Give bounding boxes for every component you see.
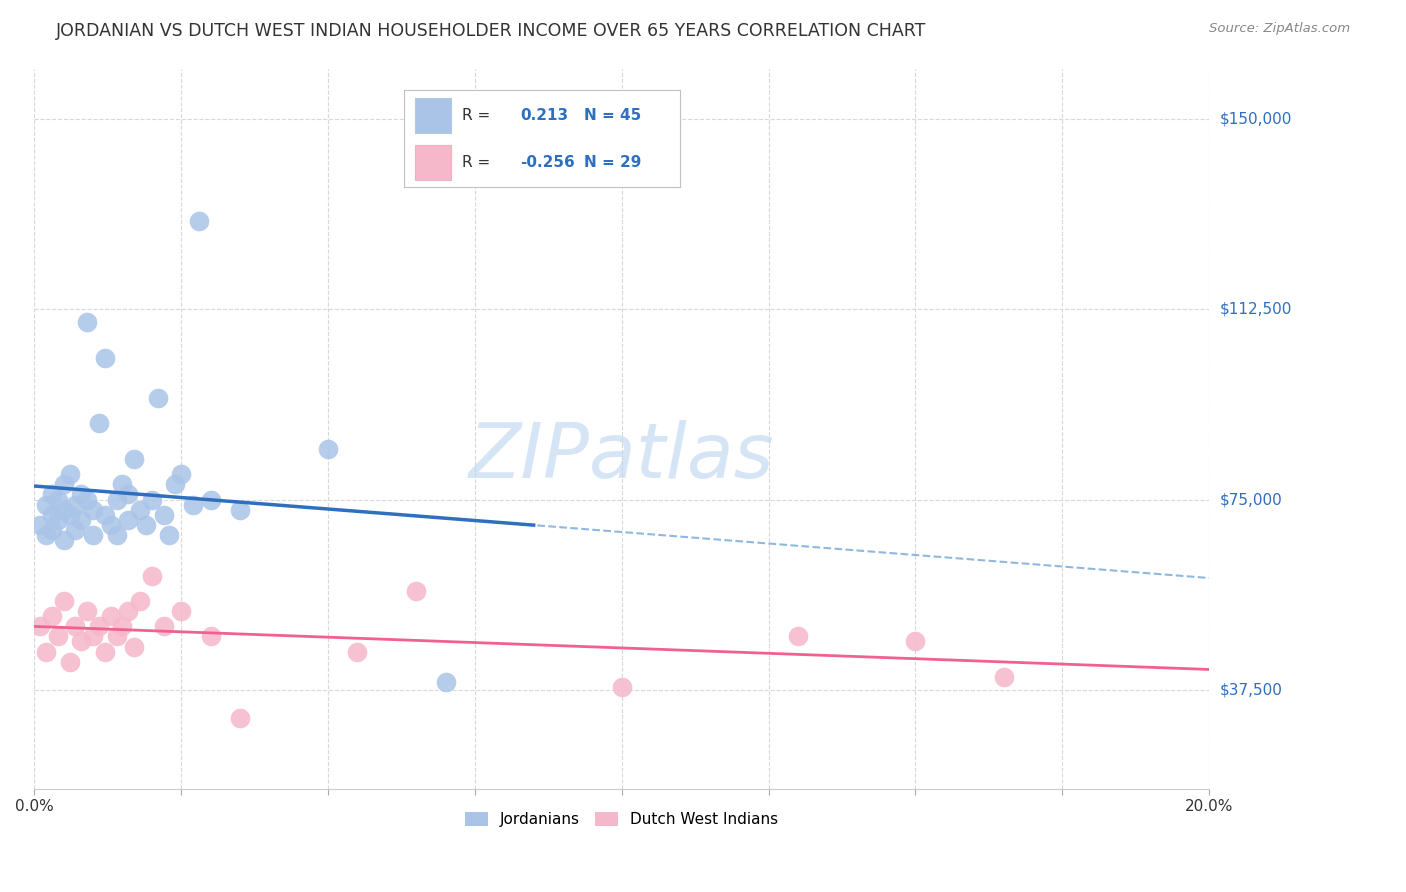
Point [52,477,75,491]
Point [229,710,252,724]
Point [111,619,134,633]
Point [181,498,204,512]
Point [41,487,63,501]
Point [141,568,163,582]
Point [41,523,63,537]
Text: $75,000: $75,000 [1220,492,1282,507]
Point [152,619,174,633]
Point [87,619,110,633]
Point [94,508,117,522]
Text: Source: ZipAtlas.com: Source: ZipAtlas.com [1209,22,1350,36]
Point [76,315,98,329]
Point [316,442,339,456]
Point [35,528,58,542]
Point [610,680,633,694]
Point [94,645,117,659]
Point [141,492,163,507]
Point [76,492,98,507]
Point [111,477,134,491]
Point [170,604,193,618]
Point [35,498,58,512]
Point [76,604,98,618]
Point [70,634,93,648]
Text: $37,500: $37,500 [1220,682,1284,698]
Point [405,583,427,598]
Point [105,629,128,643]
Point [82,629,104,643]
Point [70,513,93,527]
Point [30,619,52,633]
Point [993,670,1015,684]
Legend: Jordanians, Dutch West Indians: Jordanians, Dutch West Indians [457,805,786,835]
Point [41,609,63,624]
Point [229,502,252,516]
Point [346,645,368,659]
Point [105,528,128,542]
Point [46,629,69,643]
Point [35,645,58,659]
Point [70,487,93,501]
Point [787,629,810,643]
Point [187,213,209,227]
Point [117,487,139,501]
Point [82,528,104,542]
Point [904,634,927,648]
Point [87,417,110,431]
Point [52,594,75,608]
Point [65,498,87,512]
Point [52,533,75,547]
Point [200,629,222,643]
Point [122,452,145,467]
Text: ZIPatlas: ZIPatlas [470,420,775,494]
Point [94,351,117,365]
Point [129,502,152,516]
Point [165,477,187,491]
Point [129,594,152,608]
Point [170,467,193,482]
Point [46,513,69,527]
Text: $112,500: $112,500 [1220,301,1292,317]
Point [100,517,122,532]
Point [146,391,169,405]
Point [82,502,104,516]
Point [122,640,145,654]
Point [65,619,87,633]
Point [46,492,69,507]
Point [30,517,52,532]
Point [200,492,222,507]
Point [59,655,82,669]
Point [52,502,75,516]
Point [434,675,457,690]
Point [41,508,63,522]
Text: JORDANIAN VS DUTCH WEST INDIAN HOUSEHOLDER INCOME OVER 65 YEARS CORRELATION CHAR: JORDANIAN VS DUTCH WEST INDIAN HOUSEHOLD… [56,22,927,40]
Text: $150,000: $150,000 [1220,112,1292,127]
Point [135,517,157,532]
Point [65,523,87,537]
Point [117,513,139,527]
Point [117,604,139,618]
Point [105,492,128,507]
Point [152,508,174,522]
Point [59,508,82,522]
Point [159,528,181,542]
Point [59,467,82,482]
Point [100,609,122,624]
